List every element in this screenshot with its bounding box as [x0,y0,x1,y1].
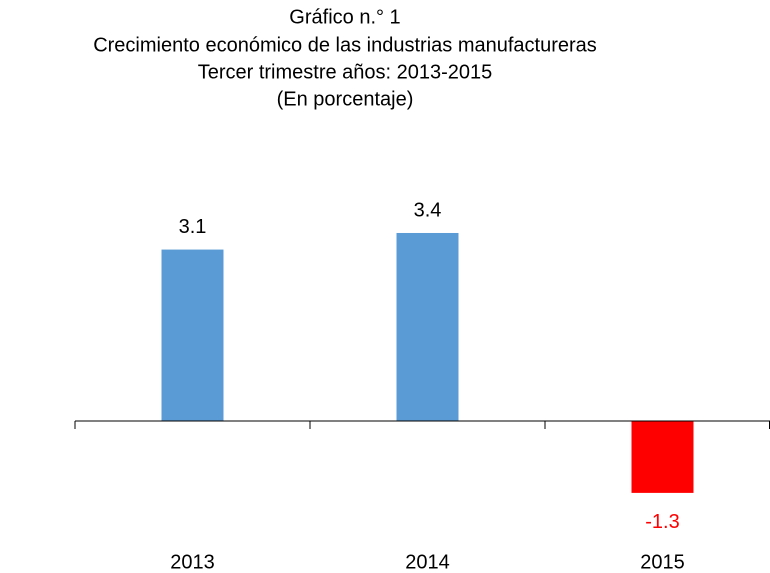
bar [396,232,459,421]
data-label: 3.1 [179,216,207,238]
chart-subtitle: Crecimiento económico de las industrias … [93,34,597,56]
bar [631,421,694,493]
bar [161,249,224,421]
chart-subtitle: Tercer trimestre años: 2013-2015 [198,61,493,83]
chart-title: Gráfico n.° 1 [289,6,400,28]
data-label: 3.4 [414,199,442,221]
data-label: -1.3 [645,511,679,533]
x-tick-label: 2014 [405,551,450,573]
chart-subtitle: (En porcentaje) [277,88,414,110]
x-tick-label: 2015 [640,551,685,573]
x-tick-label: 2013 [170,551,215,573]
